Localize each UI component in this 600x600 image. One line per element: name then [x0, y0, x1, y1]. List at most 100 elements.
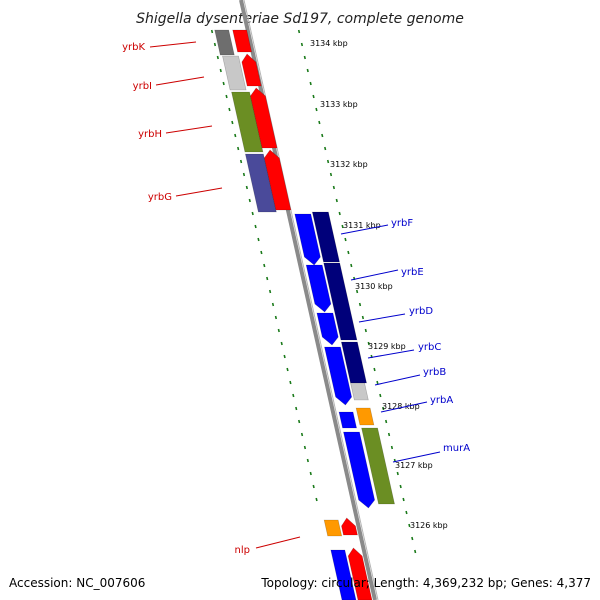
kbp-label-3129: 3129 kbp [368, 342, 406, 351]
gene-navy-3 [341, 341, 367, 384]
tick-mark [350, 263, 353, 268]
leader-line-yrbG [175, 187, 223, 197]
tick-mark [399, 484, 402, 489]
tick-mark [303, 55, 306, 60]
gene-nlp-box [323, 519, 343, 537]
gene-red-arrow-5 [341, 517, 358, 536]
tick-mark [268, 289, 272, 294]
leader-line-yrbD [358, 313, 406, 323]
tick-mark [344, 237, 347, 242]
tick-mark [251, 211, 254, 216]
gene-label-yrbA: yrbA [430, 395, 453, 406]
tick-mark [358, 302, 362, 307]
gene-labels: yrbK yrbI yrbH yrbG nlp yrbF yrbE yrbD yrbC yrbB y… [122, 41, 470, 556]
gene-features [214, 29, 395, 600]
tick-mark [324, 146, 327, 151]
tick-mark [216, 55, 219, 60]
gene-red-arrow-6 [347, 547, 373, 600]
tick-mark [257, 237, 260, 242]
kbp-label-3130: 3130 kbp [355, 282, 393, 291]
tick-mark [231, 120, 234, 125]
tick-mark [245, 185, 248, 190]
leader-line-yrbI [155, 76, 205, 86]
gene-blue-arrow-small [338, 411, 357, 429]
gene-blue-arrow-mura [343, 431, 375, 509]
gene-yrbI-box [222, 55, 247, 91]
tick-mark [242, 172, 246, 177]
gene-red-arrow-3 [250, 87, 278, 149]
map-title: Shigella dysenteriae Sd197, complete gen… [136, 11, 464, 27]
tick-mark [411, 536, 414, 541]
kbp-label-3133: 3133 kbp [320, 100, 358, 109]
gene-red-arrow-1 [232, 29, 252, 53]
gene-yrbC-box [324, 346, 352, 406]
accession-text: Accession: NC_007606 [9, 576, 145, 590]
tick-mark [382, 406, 385, 411]
tick-mark [361, 315, 365, 320]
tick-mark [277, 328, 280, 333]
gene-yrbA-box [355, 407, 375, 426]
gene-navy-2 [323, 262, 358, 341]
gene-label-yrbC: yrbC [418, 342, 441, 353]
tick-mark [266, 276, 269, 281]
tick-mark [283, 354, 286, 359]
tick-mark [373, 367, 376, 372]
tick-mark [315, 107, 318, 112]
gene-label-yrbB: yrbB [423, 367, 446, 378]
tick-mark [225, 94, 228, 99]
backbone-highlight [243, 0, 379, 600]
genome-backbone [239, 0, 379, 600]
tick-mark [213, 42, 217, 47]
tick-mark [306, 458, 309, 463]
tick-mark [254, 224, 257, 229]
tick-mark [408, 523, 411, 528]
kbp-label-3134: 3134 kbp [310, 39, 348, 48]
kbp-scale: 3134 kbp 3133 kbp 3132 kbp 3131 kbp 3130 kbp… [310, 39, 448, 530]
gene-red-arrow-4 [263, 149, 292, 211]
tick-mark [347, 250, 350, 255]
gene-label-yrbE: yrbE [401, 267, 424, 278]
tick-mark [329, 172, 333, 177]
tick-mark [367, 341, 370, 346]
gene-label-yrbG: yrbG [148, 192, 172, 203]
tick-mark [228, 107, 231, 112]
tick-mark [379, 393, 382, 398]
tick-mark [321, 133, 324, 138]
tick-mark [286, 367, 289, 372]
leader-line-yrbE [350, 269, 399, 281]
leader-line-yrbK [149, 41, 197, 48]
gene-yrbB-box [350, 382, 369, 401]
gene-label-yrbI: yrbI [133, 81, 152, 92]
gene-label-yrbD: yrbD [409, 306, 433, 317]
tick-mark [341, 224, 344, 229]
gene-red-arrow-2 [241, 53, 262, 87]
tick-mark [260, 250, 263, 255]
tick-mark [390, 445, 394, 450]
leader-line-yrbC [367, 349, 415, 359]
kbp-label-3126: 3126 kbp [410, 521, 448, 530]
gene-murA-box [361, 427, 395, 505]
tick-mark [355, 289, 359, 294]
topology-text: Topology: circular; Length: 4,369,232 bp… [260, 576, 591, 590]
tick-mark [210, 29, 214, 34]
leader-line-murA [392, 451, 441, 463]
tick-mark [414, 549, 417, 554]
tick-mark [219, 68, 222, 73]
gene-label-nlp: nlp [235, 545, 250, 556]
kbp-label-3128: 3128 kbp [382, 402, 420, 411]
tick-mark [234, 133, 237, 138]
tick-mark [295, 406, 298, 411]
gene-yrbF-box [294, 213, 321, 266]
tick-mark [263, 263, 266, 268]
tick-mark [300, 42, 304, 47]
leader-line-yrbF [340, 224, 389, 235]
tick-mark [364, 328, 367, 333]
tick-mark [280, 341, 283, 346]
tick-mark [332, 185, 335, 190]
tick-mark [402, 497, 405, 502]
gene-label-murA: murA [443, 443, 470, 454]
gene-label-yrbH: yrbH [138, 129, 162, 140]
tick-mark [297, 29, 301, 34]
tick-mark [248, 198, 251, 203]
kbp-label-3132: 3132 kbp [330, 160, 368, 169]
